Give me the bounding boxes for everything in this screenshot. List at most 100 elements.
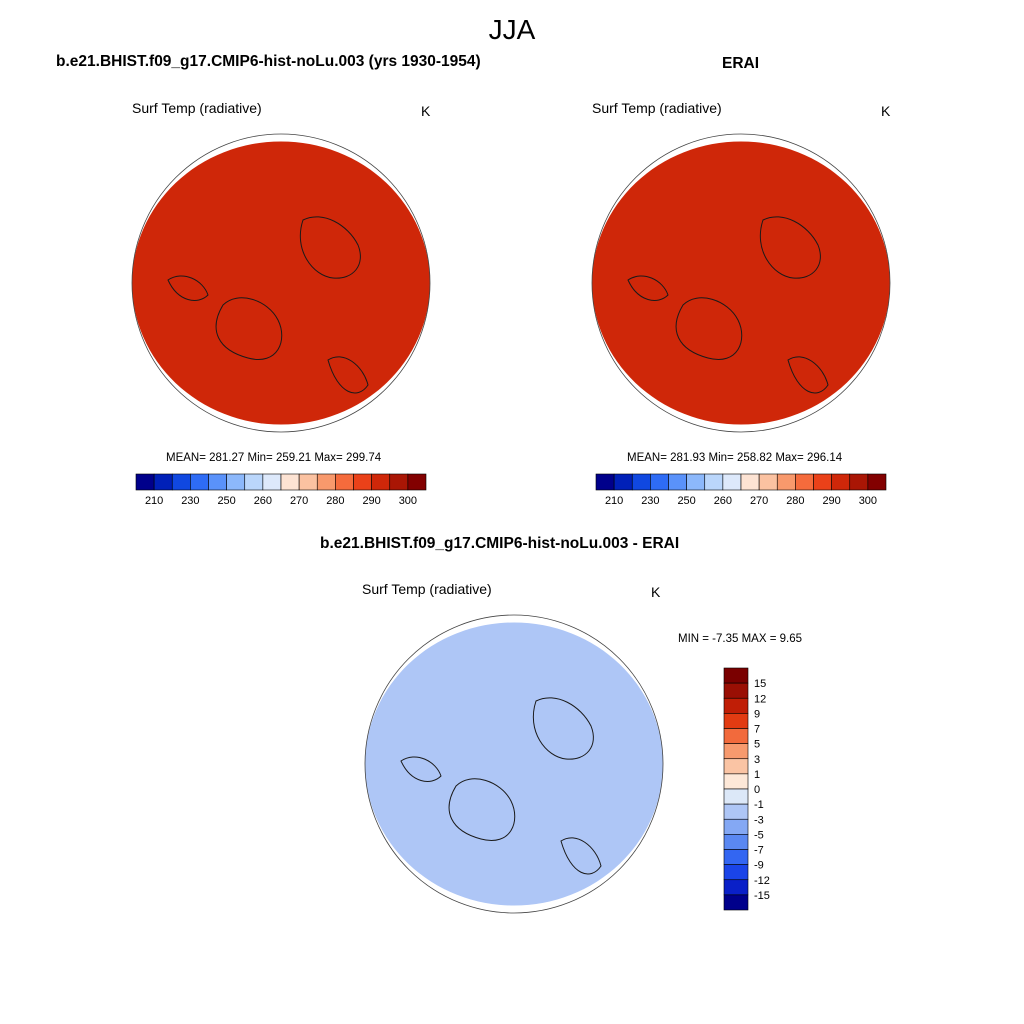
colorbar-tick-label: 280 bbox=[326, 495, 344, 507]
colorbar-swatch bbox=[723, 834, 749, 850]
colorbar-swatch bbox=[171, 473, 191, 491]
colorbar-tick-label: 210 bbox=[145, 495, 163, 507]
colorbar-tick-label: -3 bbox=[754, 814, 764, 826]
diff-variable-label: Surf Temp (radiative) bbox=[362, 581, 492, 597]
coastline-outline bbox=[299, 216, 361, 279]
obs-panel-title: ERAI bbox=[722, 55, 760, 72]
model-polar-map bbox=[131, 133, 431, 433]
colorbar-tick-label: 1 bbox=[754, 769, 760, 781]
coastline-outline bbox=[759, 216, 821, 279]
colorbar-swatch bbox=[723, 864, 749, 881]
coastline-outline bbox=[327, 356, 369, 394]
coastline-outline bbox=[787, 356, 829, 394]
map-contour-band bbox=[592, 141, 890, 425]
colorbar-swatch bbox=[244, 473, 264, 491]
colorbar-swatch bbox=[849, 473, 869, 491]
colorbar-swatch bbox=[704, 473, 724, 491]
coastline-outline bbox=[627, 275, 669, 301]
colorbar-tick-label: 300 bbox=[399, 495, 417, 507]
colorbar-swatch bbox=[722, 473, 742, 491]
colorbar-swatch bbox=[723, 849, 749, 865]
colorbar-swatch bbox=[723, 803, 749, 820]
colorbar-swatch bbox=[740, 473, 760, 491]
coastline-outline bbox=[400, 756, 442, 782]
diff-units-label: K bbox=[651, 584, 661, 600]
colorbar-tick-label: 260 bbox=[254, 495, 272, 507]
colorbar-swatch bbox=[631, 473, 651, 491]
colorbar-swatch bbox=[668, 473, 687, 491]
colorbar-swatch bbox=[135, 473, 155, 491]
colorbar-swatch bbox=[208, 473, 227, 491]
season-title: JJA bbox=[488, 14, 536, 45]
colorbar-tick-label: 210 bbox=[605, 495, 623, 507]
colorbar-swatch bbox=[335, 473, 354, 491]
colorbar-swatch bbox=[389, 473, 409, 491]
map-border bbox=[591, 133, 891, 433]
obs-polar-map bbox=[591, 133, 891, 433]
colorbar-swatch bbox=[723, 713, 749, 729]
colorbar-swatch bbox=[723, 788, 749, 805]
colorbar-swatch bbox=[407, 473, 427, 491]
colorbar-swatch bbox=[595, 473, 615, 491]
colorbar-tick-label: -15 bbox=[754, 890, 770, 902]
obs-variable-label: Surf Temp (radiative) bbox=[592, 100, 722, 116]
colorbar-swatch bbox=[226, 473, 246, 491]
obs-colorbar: 210 230 250 260 270 280 290 300 bbox=[595, 473, 887, 507]
colorbar-swatch bbox=[353, 473, 372, 491]
colorbar-tick-label: 230 bbox=[641, 495, 659, 507]
colorbar-tick-label: -12 bbox=[754, 875, 770, 887]
colorbar-swatch bbox=[795, 473, 814, 491]
colorbar-swatch bbox=[723, 682, 749, 699]
colorbar-swatch bbox=[686, 473, 706, 491]
map-border bbox=[131, 133, 431, 433]
colorbar-swatch bbox=[190, 473, 209, 491]
model-variable-label: Surf Temp (radiative) bbox=[132, 100, 262, 116]
colorbar-swatch bbox=[153, 473, 173, 491]
colorbar-swatch bbox=[723, 743, 749, 760]
colorbar-tick-label: 270 bbox=[750, 495, 768, 507]
colorbar-tick-label: 280 bbox=[786, 495, 804, 507]
colorbar-tick-label: 7 bbox=[754, 724, 760, 736]
colorbar-swatch bbox=[613, 473, 633, 491]
colorbar-swatch bbox=[723, 758, 749, 775]
colorbar-tick-label: 250 bbox=[217, 495, 235, 507]
model-units-label: K bbox=[421, 103, 431, 119]
colorbar-tick-label: 290 bbox=[822, 495, 840, 507]
map-contour-band bbox=[132, 141, 430, 425]
coastline-outline bbox=[167, 275, 209, 301]
obs-stats-label: MEAN= 281.93 Min= 258.82 Max= 296.14 bbox=[627, 452, 843, 464]
model-stats-label: MEAN= 281.27 Min= 259.21 Max= 299.74 bbox=[166, 452, 382, 464]
colorbar-swatch bbox=[280, 473, 300, 491]
coastline-outline bbox=[532, 697, 594, 760]
diff-polar-map bbox=[364, 614, 664, 914]
coastline-outline bbox=[675, 297, 743, 360]
colorbar-tick-label: 15 bbox=[754, 678, 766, 690]
colorbar-tick-label: -5 bbox=[754, 829, 764, 841]
coastline-outline bbox=[560, 837, 602, 875]
model-colorbar: 210 230 250 260 270 280 290 300 bbox=[135, 473, 427, 507]
colorbar-tick-label: 250 bbox=[677, 495, 695, 507]
colorbar-swatch bbox=[723, 697, 749, 714]
colorbar-tick-label: -1 bbox=[754, 799, 764, 811]
colorbar-swatch bbox=[723, 818, 749, 835]
colorbar-swatch bbox=[298, 473, 318, 491]
model-panel-title: b.e21.BHIST.f09_g17.CMIP6-hist-noLu.003 … bbox=[56, 53, 481, 70]
obs-units-label: K bbox=[881, 103, 891, 119]
diff-stats-label: MIN = -7.35 MAX = 9.65 bbox=[678, 633, 803, 645]
colorbar-swatch bbox=[650, 473, 669, 491]
coastline-outline bbox=[215, 297, 283, 360]
colorbar-swatch bbox=[371, 473, 391, 491]
colorbar-tick-label: 3 bbox=[754, 754, 760, 766]
colorbar-tick-label: -9 bbox=[754, 860, 764, 872]
colorbar-tick-label: 5 bbox=[754, 739, 760, 751]
coastline-outline bbox=[448, 778, 516, 841]
colorbar-tick-label: -7 bbox=[754, 845, 764, 857]
colorbar-swatch bbox=[758, 473, 778, 491]
colorbar-swatch bbox=[723, 894, 749, 911]
colorbar-tick-label: 230 bbox=[181, 495, 199, 507]
colorbar-tick-label: 0 bbox=[754, 784, 760, 796]
colorbar-tick-label: 9 bbox=[754, 708, 760, 720]
map-border bbox=[364, 614, 664, 914]
diff-colorbar: 15 12 9 7 5 3 1 0 -1 -3 -5 -7 -9 -12 -15 bbox=[723, 667, 770, 911]
colorbar-tick-label: 260 bbox=[714, 495, 732, 507]
